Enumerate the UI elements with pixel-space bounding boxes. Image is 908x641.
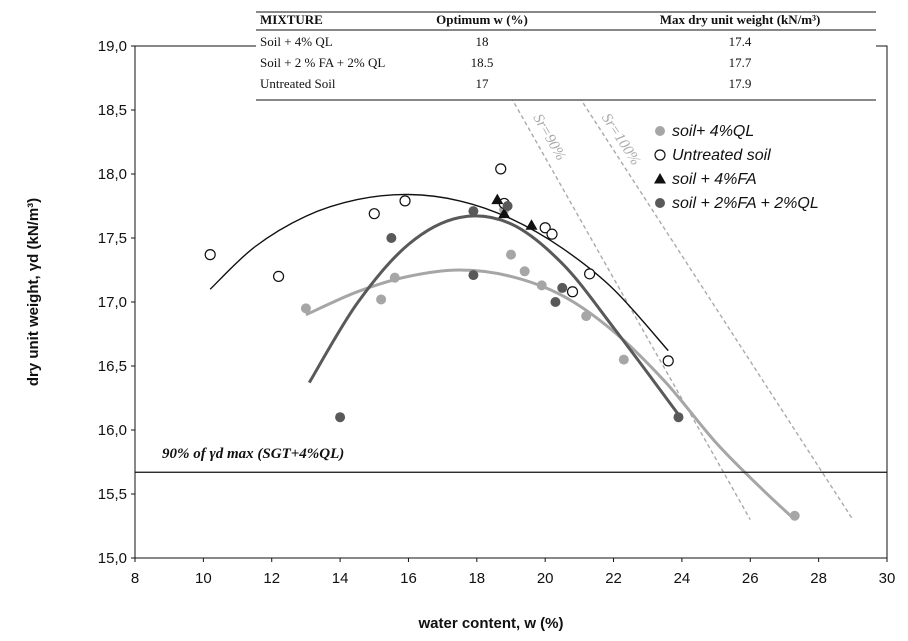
data-point-series-3	[502, 201, 513, 211]
x-axis-title: water content, w (%)	[417, 615, 563, 632]
x-tick-label: 24	[674, 570, 691, 587]
legend-label-2: soil + 4%FA	[672, 171, 757, 188]
legend-label-3: soil + 2%FA + 2%QL	[672, 195, 819, 212]
legend-marker-0	[655, 126, 665, 136]
data-point-series-1	[399, 195, 411, 207]
y-tick-label: 17,5	[98, 230, 127, 247]
y-tick-label: 18,0	[98, 166, 127, 183]
y-tick-label: 16,5	[98, 358, 127, 375]
legend-marker-3	[655, 198, 665, 208]
data-point-series-3	[468, 270, 479, 281]
y-tick-label: 19,0	[98, 38, 127, 55]
data-point-series-3	[335, 412, 346, 423]
data-point-series-1	[546, 228, 558, 240]
saturation-line-label: Sr=90%	[530, 111, 569, 163]
y-tick-label: 15,5	[98, 486, 127, 503]
data-point-series-0	[300, 303, 311, 314]
x-tick-label: 30	[879, 570, 896, 587]
data-point-series-2	[525, 219, 538, 230]
table-cell: Untreated Soil	[260, 76, 336, 91]
data-point-series-3	[386, 233, 397, 243]
data-point-series-0	[389, 272, 400, 283]
x-tick-label: 16	[400, 570, 417, 587]
data-point-series-2	[498, 207, 511, 219]
data-point-series-1	[539, 222, 551, 234]
x-tick-label: 20	[537, 570, 554, 587]
saturation-line-label: Sr=100%	[598, 111, 643, 169]
table-header: MIXTURE	[260, 12, 323, 27]
x-tick-label: 10	[195, 570, 212, 587]
legend-label-0: soil+ 4%QL	[672, 123, 754, 140]
reference-line-label: 90% of γd max (SGT+4%QL)	[162, 446, 344, 462]
data-point-series-3	[557, 282, 568, 293]
data-point-series-0	[519, 266, 530, 277]
data-point-series-1	[272, 270, 285, 282]
table-cell: 17.4	[729, 34, 752, 49]
saturation-line	[510, 96, 751, 520]
x-tick-label: 18	[468, 570, 485, 587]
table-cell: Soil + 2 % FA + 2% QL	[260, 55, 385, 70]
table-cell: 17.9	[729, 76, 752, 91]
data-point-series-3	[673, 412, 684, 423]
data-point-series-0	[618, 354, 629, 365]
data-point-series-1	[566, 286, 579, 298]
table-cell: 17	[476, 76, 490, 91]
data-point-series-2	[491, 193, 504, 205]
table-header: Max dry unit weight (kN/m³)	[660, 12, 821, 27]
data-point-series-0	[506, 249, 516, 260]
fit-curve-series-1	[209, 193, 669, 352]
table-background	[256, 8, 876, 100]
table-header: Optimum w (%)	[436, 12, 528, 27]
table-cell: 17.7	[729, 55, 752, 70]
data-point-series-1	[204, 249, 216, 261]
table-cell: 18	[476, 34, 489, 49]
y-tick-label: 17,0	[98, 294, 127, 311]
data-point-series-0	[581, 311, 592, 322]
x-tick-label: 26	[742, 570, 759, 587]
data-point-series-0	[376, 294, 387, 305]
fit-curve-series-3	[308, 214, 680, 416]
fit-curve-series-0	[305, 268, 796, 521]
x-tick-label: 12	[263, 570, 280, 587]
x-tick-label: 8	[131, 570, 139, 587]
y-tick-label: 18,5	[98, 102, 127, 119]
y-axis-title: dry unit weight, γd (kN/m³)	[25, 198, 42, 386]
data-point-series-3	[468, 206, 479, 217]
x-tick-label: 14	[332, 570, 349, 587]
data-point-series-1	[584, 268, 596, 280]
x-tick-label: 22	[605, 570, 622, 587]
legend-marker-1	[654, 149, 666, 161]
data-point-series-3	[550, 297, 561, 307]
legend-marker-2	[654, 173, 666, 184]
table-cell: 18.5	[471, 55, 494, 70]
data-point-series-1	[495, 163, 507, 175]
x-tick-label: 28	[810, 570, 827, 587]
table-cell: Soil + 4% QL	[260, 34, 333, 49]
y-tick-label: 15,0	[98, 550, 127, 567]
y-tick-label: 16,0	[98, 422, 127, 439]
data-point-series-1	[662, 355, 674, 367]
data-point-series-0	[536, 280, 547, 291]
data-point-series-0	[789, 510, 800, 521]
data-point-series-1	[368, 208, 380, 220]
legend-label-1: Untreated soil	[672, 147, 771, 164]
plot-frame	[134, 45, 888, 559]
